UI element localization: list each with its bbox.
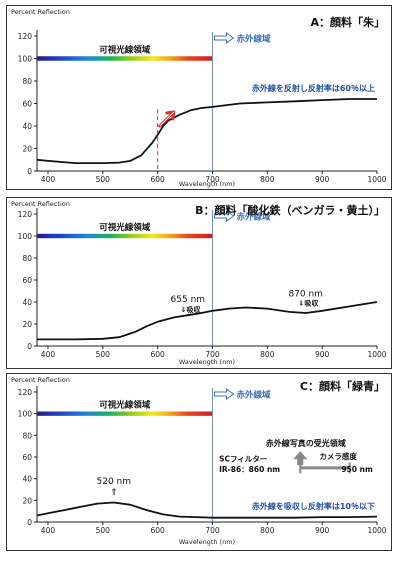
x-tick-label: 600	[150, 350, 165, 359]
y-tick-label: 20	[22, 496, 32, 505]
y-tick-label: 0	[27, 342, 32, 351]
y-tick-label: 20	[22, 145, 32, 154]
up-arrow-icon	[293, 451, 308, 466]
peak-520-arrow: ⇑	[110, 488, 118, 498]
x-tick-label: 500	[96, 526, 111, 535]
x-tick-label: 600	[150, 526, 165, 535]
y-tick-label: 60	[22, 453, 32, 462]
peak-870-absorb: ⇓吸収	[299, 298, 320, 307]
y-tick-label: 40	[22, 298, 32, 307]
x-tick-label: 900	[315, 175, 330, 184]
peak-520-label: 520 nm	[97, 477, 132, 487]
y-tick-label: 100	[18, 55, 33, 64]
x-axis-label: Wavelength (nm)	[179, 358, 235, 366]
reflect-annotation: 赤外線を反射し反射率は60％以上	[252, 83, 375, 93]
chart-a: Percent Reflection Wavelength (nm) 0 20 40 60…	[11, 8, 387, 188]
x-tick-label: 500	[96, 350, 111, 359]
y-tick-label: 80	[22, 431, 32, 440]
x-tick-label: 900	[315, 526, 330, 535]
x-tick-label: 800	[260, 350, 275, 359]
visible-band-label: 可視光線領域	[99, 400, 151, 411]
y-tick-label: 80	[22, 77, 32, 86]
y-tick-label: 0	[27, 518, 32, 527]
camera-title: 赤外線写真の受光領域	[266, 438, 346, 448]
peak-655-absorb: ⇓吸収	[181, 305, 202, 314]
x-tick-label: 400	[41, 526, 56, 535]
ir-arrow-icon	[213, 388, 235, 400]
y-tick-label: 20	[22, 320, 32, 329]
panel-b: Percent Reflection Wavelength (nm) 0 20 40 60…	[6, 197, 392, 369]
red-arrow-inner	[159, 111, 175, 127]
chart-b: Percent Reflection Wavelength (nm) 0 20 40 60…	[11, 200, 387, 366]
y-axis-label: Percent Reflection	[11, 8, 70, 16]
y-tick-label: 100	[18, 232, 33, 241]
chart-title: A：顔料「朱」	[310, 15, 385, 29]
peak-870-label: 870 nm	[288, 290, 323, 300]
y-tick-label: 120	[18, 210, 33, 219]
y-axis-label: Percent Reflection	[11, 376, 70, 384]
visible-spectrum-bar	[37, 56, 213, 61]
x-axis-label: Wavelength (nm)	[179, 180, 235, 188]
x-tick-label: 500	[96, 175, 111, 184]
y-tick-label: 60	[22, 276, 32, 285]
x-tick-label: 1000	[367, 350, 386, 359]
y-tick-label: 80	[22, 254, 32, 263]
y-tick-label: 40	[22, 122, 32, 131]
ir-band-label: 赤外線域	[236, 212, 271, 223]
x-tick-label: 400	[41, 175, 56, 184]
x-tick-label: 700	[205, 175, 220, 184]
reflectance-curve	[37, 301, 378, 341]
y-tick-label: 40	[22, 475, 32, 484]
chart-title: C：顔料「緑青」	[300, 379, 385, 393]
x-tick-label: 700	[205, 350, 220, 359]
ir-band-label: 赤外線域	[236, 34, 271, 45]
y-tick-label: 120	[18, 388, 33, 397]
reflectance-curve	[36, 98, 377, 164]
x-tick-label: 1000	[367, 175, 386, 184]
reflectance-curve	[36, 501, 378, 519]
visible-band-label: 可視光線領域	[99, 222, 151, 233]
x-tick-label: 800	[260, 526, 275, 535]
peak-655-label: 655 nm	[171, 295, 206, 305]
visible-spectrum-bar	[37, 233, 213, 239]
y-axis-label: Percent Reflection	[11, 200, 70, 208]
x-tick-label: 1000	[367, 526, 386, 535]
y-tick-label: 100	[18, 410, 33, 419]
chart-c: Percent Reflection Wavelength (nm) 0 20 40 60…	[11, 376, 387, 546]
chart-title: B：顔料「酸化鉄（ベンガラ・黄土）」	[195, 203, 385, 217]
sc-filter-label: SCフィルター	[219, 453, 267, 463]
panel-c: Percent Reflection Wavelength (nm) 0 20 40 60…	[6, 373, 392, 551]
x-axis-label: Wavelength (nm)	[179, 538, 235, 546]
visible-spectrum-bar	[37, 411, 213, 416]
ir-arrow-icon	[213, 210, 235, 222]
panel-a: Percent Reflection Wavelength (nm) 0 20 40 60…	[6, 5, 392, 190]
y-tick-label: 0	[27, 167, 32, 176]
visible-band-label: 可視光線領域	[99, 44, 151, 55]
nm950-label: 950 nm	[341, 465, 373, 474]
ir-band-label: 赤外線域	[236, 390, 271, 401]
x-tick-label: 700	[205, 526, 220, 535]
y-tick-label: 60	[22, 100, 32, 109]
x-tick-label: 800	[260, 175, 275, 184]
absorb-annotation: 赤外線を吸収し反射率は10％以下	[252, 501, 375, 511]
x-tick-label: 400	[41, 350, 56, 359]
ir86-label: IR-86：860 nm	[219, 465, 280, 474]
y-tick-label: 120	[18, 32, 33, 41]
camera-sensitivity-label: カメラ感度	[319, 451, 357, 461]
x-tick-label: 900	[315, 350, 330, 359]
ir-arrow-icon	[213, 32, 235, 44]
x-tick-label: 600	[150, 175, 165, 184]
